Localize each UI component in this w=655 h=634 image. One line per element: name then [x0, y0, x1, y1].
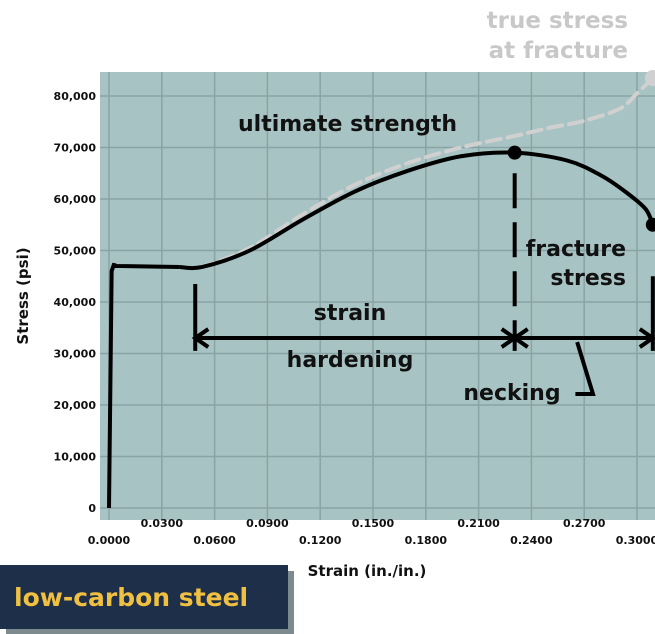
series-layer	[107, 75, 655, 509]
x-tick-labels: 0.0300 0.0900 0.1500 0.2100 0.2700 0.0000 0.06…	[88, 517, 655, 547]
annotation-necking: necking	[463, 381, 560, 406]
x-axis-title: Strain (in./in.)	[308, 562, 427, 580]
ultimate-strength-point	[507, 145, 522, 160]
y-tick-label: 0	[88, 502, 96, 515]
y-tick-label: 40,000	[54, 296, 97, 309]
x-tick-label-bottom: 0.0600	[193, 534, 236, 547]
fracture-point	[645, 217, 655, 232]
y-tick-label: 30,000	[54, 348, 97, 361]
material-badge: low-carbon steel	[0, 565, 288, 629]
markers-layer	[507, 69, 655, 232]
x-tick-label-bottom: 0.1800	[405, 534, 448, 547]
y-tick-label: 50,000	[54, 245, 97, 258]
y-tick-label: 80,000	[54, 90, 97, 103]
annotation-strain: strain	[314, 301, 387, 326]
annotation-fracture-line1: fracture	[526, 237, 626, 262]
x-tick-label-top: 0.0900	[246, 517, 289, 530]
y-tick-label: 20,000	[54, 399, 97, 412]
annotation-fracture-line2: stress	[550, 266, 626, 291]
necking-arrowhead-right	[638, 327, 655, 349]
x-tick-label-bottom: 0.3000	[616, 534, 655, 547]
true-fracture-point	[644, 69, 655, 86]
x-tick-label-bottom: 0.1200	[299, 534, 342, 547]
y-tick-label: 60,000	[54, 193, 97, 206]
x-tick-label-top: 0.0300	[141, 517, 184, 530]
elastic-yield-segment	[107, 262, 180, 509]
y-tick-label: 10,000	[54, 451, 97, 464]
grid	[100, 72, 655, 520]
x-tick-label-bottom: 0.2400	[510, 534, 553, 547]
engineering-stress-curve	[179, 150, 655, 271]
material-label: low-carbon steel	[14, 582, 249, 612]
y-tick-labels: 0 10,000 20,000 30,000 40,000 50,000 60,000 70,…	[54, 90, 97, 515]
x-tick-label-top: 0.2100	[457, 517, 500, 530]
x-tick-label-bottom: 0.0000	[88, 534, 131, 547]
y-tick-label: 70,000	[54, 142, 97, 155]
annotation-true-fracture-line1: true stress	[487, 8, 628, 34]
true-stress-curve	[177, 75, 655, 270]
x-tick-label-top: 0.2700	[563, 517, 606, 530]
necking-leader	[575, 341, 596, 397]
x-tick-label-top: 0.1500	[352, 517, 395, 530]
annotation-ultimate-strength: ultimate strength	[238, 112, 457, 137]
plot-area	[100, 72, 655, 520]
annotation-hardening: hardening	[287, 348, 414, 373]
y-axis-title: Stress (psi)	[14, 247, 32, 344]
arrows-layer	[191, 173, 655, 397]
annotation-true-fracture-line2: at fracture	[489, 38, 628, 64]
strain-hardening-arrowhead-left	[191, 327, 210, 349]
necking-arrowhead-left	[511, 327, 529, 349]
